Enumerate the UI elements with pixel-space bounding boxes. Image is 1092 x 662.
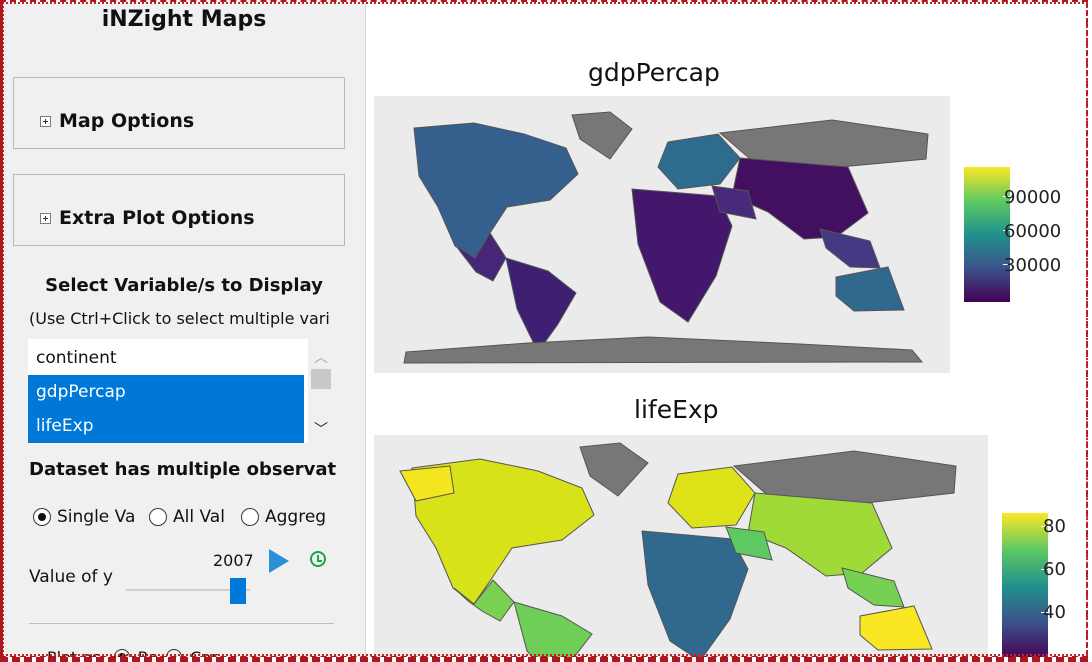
extra-plot-options-group[interactable]: Extra Plot Options <box>13 174 345 246</box>
value-of-year-label: Value of y <box>29 567 113 587</box>
all-values-radio[interactable]: All Val <box>149 507 231 527</box>
africa-region <box>641 530 749 657</box>
gdp-legend-label: 30000 <box>1004 255 1062 276</box>
middle-east-region <box>711 185 757 220</box>
plot-as-label: Plot as: <box>47 647 106 658</box>
australia-region <box>859 605 933 651</box>
mexico-region <box>453 579 515 622</box>
radio-unchecked-icon[interactable] <box>166 649 183 657</box>
chevron-down-icon[interactable]: ﹀ <box>314 422 328 438</box>
europe-region <box>667 466 756 529</box>
window-frame-bottom <box>0 657 1092 662</box>
lifeexp-world-map <box>399 442 957 657</box>
map-plot-area: gdpPercap 90000 60000 30000 lifeExp <box>366 3 1090 657</box>
variable-select-hint: (Use Ctrl+Click to select multiple vari <box>29 309 330 328</box>
multiple-observations-note: Dataset has multiple observat <box>29 459 337 480</box>
radio-checked-icon[interactable] <box>33 508 51 526</box>
lifeexp-legend-label: 40 <box>1043 602 1066 623</box>
lifeexp-legend-tick <box>1041 612 1048 613</box>
lifeexp-legend-tick <box>1041 526 1048 527</box>
map-options-expander[interactable]: Map Options <box>40 110 194 132</box>
year-slider-handle[interactable] <box>230 578 246 604</box>
year-slider[interactable] <box>126 589 250 591</box>
plot-as-option-label: Cor <box>190 647 218 658</box>
gdp-world-map <box>403 111 929 364</box>
north-america-region <box>411 458 595 605</box>
variable-select-heading: Select Variable/s to Display <box>45 275 323 296</box>
gdp-legend-label: 90000 <box>1004 187 1062 208</box>
gdp-map-title: gdpPercap <box>588 58 720 87</box>
gdp-legend-label: 60000 <box>1004 221 1062 242</box>
greenland-region <box>571 111 633 160</box>
window-frame-left <box>0 0 3 662</box>
lifeexp-legend-colorbar <box>1002 513 1048 657</box>
chevron-up-icon[interactable]: ︿ <box>314 350 328 366</box>
alaska-region <box>399 465 455 502</box>
north-america-region <box>413 122 579 259</box>
variable-listbox[interactable]: continent gdpPercap lifeExp ︿ ﹀ <box>28 339 334 443</box>
asia-region <box>747 492 893 577</box>
aggregate-radio[interactable]: Aggreg <box>241 507 335 527</box>
gdp-map-panel <box>374 96 950 373</box>
lifeexp-legend-label: 60 <box>1043 559 1066 580</box>
plus-box-icon[interactable] <box>40 115 51 127</box>
extra-plot-options-label: Extra Plot Options <box>59 207 255 229</box>
gdp-legend-colorbar <box>964 167 1010 302</box>
observation-radio-group: Single Va All Val Aggreg <box>33 505 365 531</box>
plot-as-option-label: Re <box>137 647 159 658</box>
southeast-asia-region <box>819 228 881 269</box>
year-value: 2007 <box>213 551 254 570</box>
list-item-lifeexp[interactable]: lifeExp <box>28 409 304 443</box>
extra-plot-options-expander[interactable]: Extra Plot Options <box>40 207 255 229</box>
single-value-label: Single Va <box>57 507 136 527</box>
list-item-gdppercap[interactable]: gdpPercap <box>28 375 304 409</box>
radio-unchecked-icon[interactable] <box>149 508 167 526</box>
options-sidebar: iNZight Maps Map Options Extra Plot Opti… <box>3 3 366 657</box>
south-america-region <box>505 257 577 353</box>
south-america-region <box>513 601 593 657</box>
single-value-radio[interactable]: Single Va <box>33 507 145 527</box>
plus-box-icon[interactable] <box>40 212 51 224</box>
mexico-region <box>455 232 507 282</box>
listbox-scrollbar[interactable]: ︿ ﹀ <box>308 339 334 443</box>
lifeexp-legend-tick <box>1041 569 1048 570</box>
australia-region <box>835 266 905 312</box>
gdp-legend-tick <box>1003 264 1010 265</box>
southeast-asia-region <box>841 567 905 608</box>
gdp-legend-tick <box>1003 230 1010 231</box>
radio-checked-icon[interactable] <box>113 649 130 657</box>
map-options-group[interactable]: Map Options <box>13 77 345 149</box>
scroll-thumb[interactable] <box>311 369 331 389</box>
play-icon[interactable] <box>269 549 289 573</box>
lifeexp-map-panel <box>374 435 988 657</box>
greenland-region <box>579 442 649 497</box>
app-title: iNZight Maps <box>101 7 267 32</box>
list-item-continent[interactable]: continent <box>36 348 117 368</box>
section-divider <box>29 623 334 624</box>
lifeexp-legend-label: 80 <box>1043 516 1066 537</box>
timer-icon[interactable] <box>310 551 326 567</box>
europe-region <box>657 133 741 190</box>
antarctica-region <box>403 336 924 364</box>
aggregate-label: Aggreg <box>265 507 327 527</box>
middle-east-region <box>725 526 773 561</box>
plot-as-row: Plot as: Re Cor <box>47 648 218 657</box>
map-options-label: Map Options <box>59 110 195 132</box>
radio-unchecked-icon[interactable] <box>241 508 259 526</box>
gdp-legend-tick <box>1003 196 1010 197</box>
lifeexp-map-title: lifeExp <box>634 395 719 424</box>
africa-region <box>631 188 733 323</box>
asia-region <box>731 157 869 240</box>
all-values-label: All Val <box>173 507 225 527</box>
